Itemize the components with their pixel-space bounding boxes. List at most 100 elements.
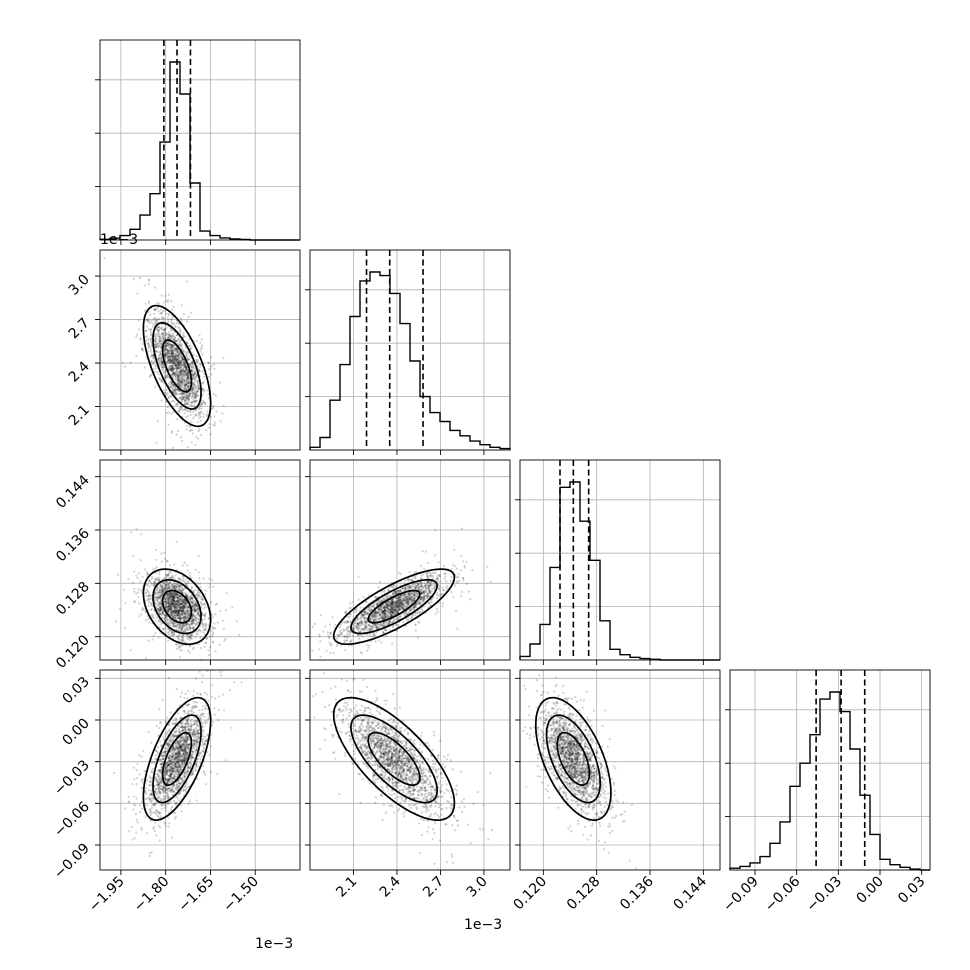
sample-point bbox=[188, 598, 191, 601]
sample-point bbox=[178, 643, 181, 646]
sample-point bbox=[196, 382, 199, 385]
sample-point bbox=[173, 392, 176, 395]
sample-point bbox=[377, 612, 380, 615]
sample-point bbox=[183, 388, 186, 391]
sample-point bbox=[186, 584, 189, 587]
sample-point bbox=[372, 615, 375, 619]
sample-point bbox=[191, 627, 194, 630]
sample-point bbox=[161, 332, 164, 335]
sample-point bbox=[181, 378, 184, 381]
sample-point bbox=[188, 591, 191, 594]
sample-point bbox=[178, 602, 181, 605]
sample-point bbox=[176, 360, 179, 363]
sample-point bbox=[196, 613, 199, 616]
sample-point bbox=[196, 607, 199, 610]
sample-point bbox=[190, 361, 194, 364]
sample-point bbox=[170, 347, 173, 350]
sample-point bbox=[420, 601, 423, 604]
sample-point bbox=[168, 343, 171, 346]
sample-point bbox=[181, 636, 184, 639]
sample-point bbox=[180, 598, 183, 601]
sample-point bbox=[181, 396, 184, 399]
sample-point bbox=[207, 362, 211, 365]
sample-point bbox=[177, 645, 181, 648]
sample-point bbox=[184, 373, 187, 376]
sample-point bbox=[175, 611, 179, 614]
sample-point bbox=[168, 600, 171, 603]
sample-point bbox=[180, 355, 183, 358]
sample-point bbox=[172, 594, 175, 597]
sample-point bbox=[417, 582, 420, 585]
sample-point bbox=[376, 625, 379, 629]
sample-point bbox=[178, 380, 181, 383]
sample-point bbox=[166, 337, 169, 340]
sample-point bbox=[170, 369, 174, 372]
sample-point bbox=[209, 367, 212, 370]
sample-point bbox=[426, 580, 429, 584]
sample-point bbox=[175, 367, 178, 370]
sample-point bbox=[194, 636, 197, 639]
sample-point bbox=[406, 597, 409, 600]
sample-point bbox=[157, 604, 160, 607]
sample-point bbox=[158, 602, 161, 605]
sample-point bbox=[163, 345, 166, 348]
sample-point bbox=[180, 586, 183, 590]
sample-point bbox=[184, 605, 187, 608]
sample-point bbox=[181, 600, 184, 603]
sample-point bbox=[399, 603, 402, 606]
sample-point bbox=[180, 346, 184, 349]
sample-point bbox=[167, 596, 170, 600]
sample-point bbox=[456, 627, 459, 630]
sample-point bbox=[381, 612, 384, 615]
sample-point bbox=[175, 593, 178, 596]
sample-point bbox=[175, 391, 178, 394]
sample-point bbox=[170, 595, 174, 598]
sample-point bbox=[412, 608, 415, 611]
sample-point bbox=[177, 614, 180, 617]
sample-point bbox=[384, 611, 387, 614]
sample-point bbox=[388, 620, 391, 623]
sample-point bbox=[187, 402, 190, 405]
sample-point bbox=[169, 385, 173, 388]
sample-point bbox=[427, 592, 430, 595]
sample-point bbox=[163, 600, 167, 604]
sample-point bbox=[199, 415, 202, 418]
sample-point bbox=[173, 367, 176, 370]
sample-point bbox=[190, 420, 193, 423]
sample-point bbox=[168, 577, 171, 580]
sample-point bbox=[174, 375, 177, 379]
sample-point bbox=[169, 595, 172, 598]
sample-point bbox=[191, 605, 194, 608]
sample-point bbox=[170, 320, 173, 324]
sample-point bbox=[367, 612, 370, 615]
sample-point bbox=[191, 613, 194, 616]
sample-point bbox=[160, 312, 163, 315]
sample-point bbox=[188, 625, 191, 629]
sample-point bbox=[165, 605, 168, 608]
sample-point bbox=[175, 604, 178, 607]
sample-point bbox=[188, 620, 191, 623]
sample-point bbox=[166, 606, 169, 609]
sample-point bbox=[189, 601, 193, 604]
sample-point bbox=[155, 341, 158, 344]
sample-point bbox=[180, 606, 183, 609]
sample-point bbox=[383, 613, 386, 616]
sample-point bbox=[348, 625, 351, 628]
sample-point bbox=[181, 359, 184, 362]
sample-point bbox=[172, 599, 175, 602]
sample-point bbox=[187, 386, 190, 389]
sample-point bbox=[159, 583, 162, 587]
sample-point bbox=[384, 605, 387, 608]
sample-point bbox=[170, 344, 173, 347]
sample-point bbox=[179, 609, 182, 613]
sample-point bbox=[397, 604, 400, 607]
sample-point bbox=[165, 615, 168, 618]
sample-point bbox=[171, 598, 174, 601]
sample-point bbox=[171, 308, 174, 311]
sample-point bbox=[160, 358, 163, 361]
sample-point bbox=[363, 616, 367, 619]
sample-point bbox=[433, 582, 436, 586]
sample-point bbox=[398, 602, 401, 605]
sample-point bbox=[413, 583, 416, 586]
sample-point bbox=[168, 618, 172, 621]
